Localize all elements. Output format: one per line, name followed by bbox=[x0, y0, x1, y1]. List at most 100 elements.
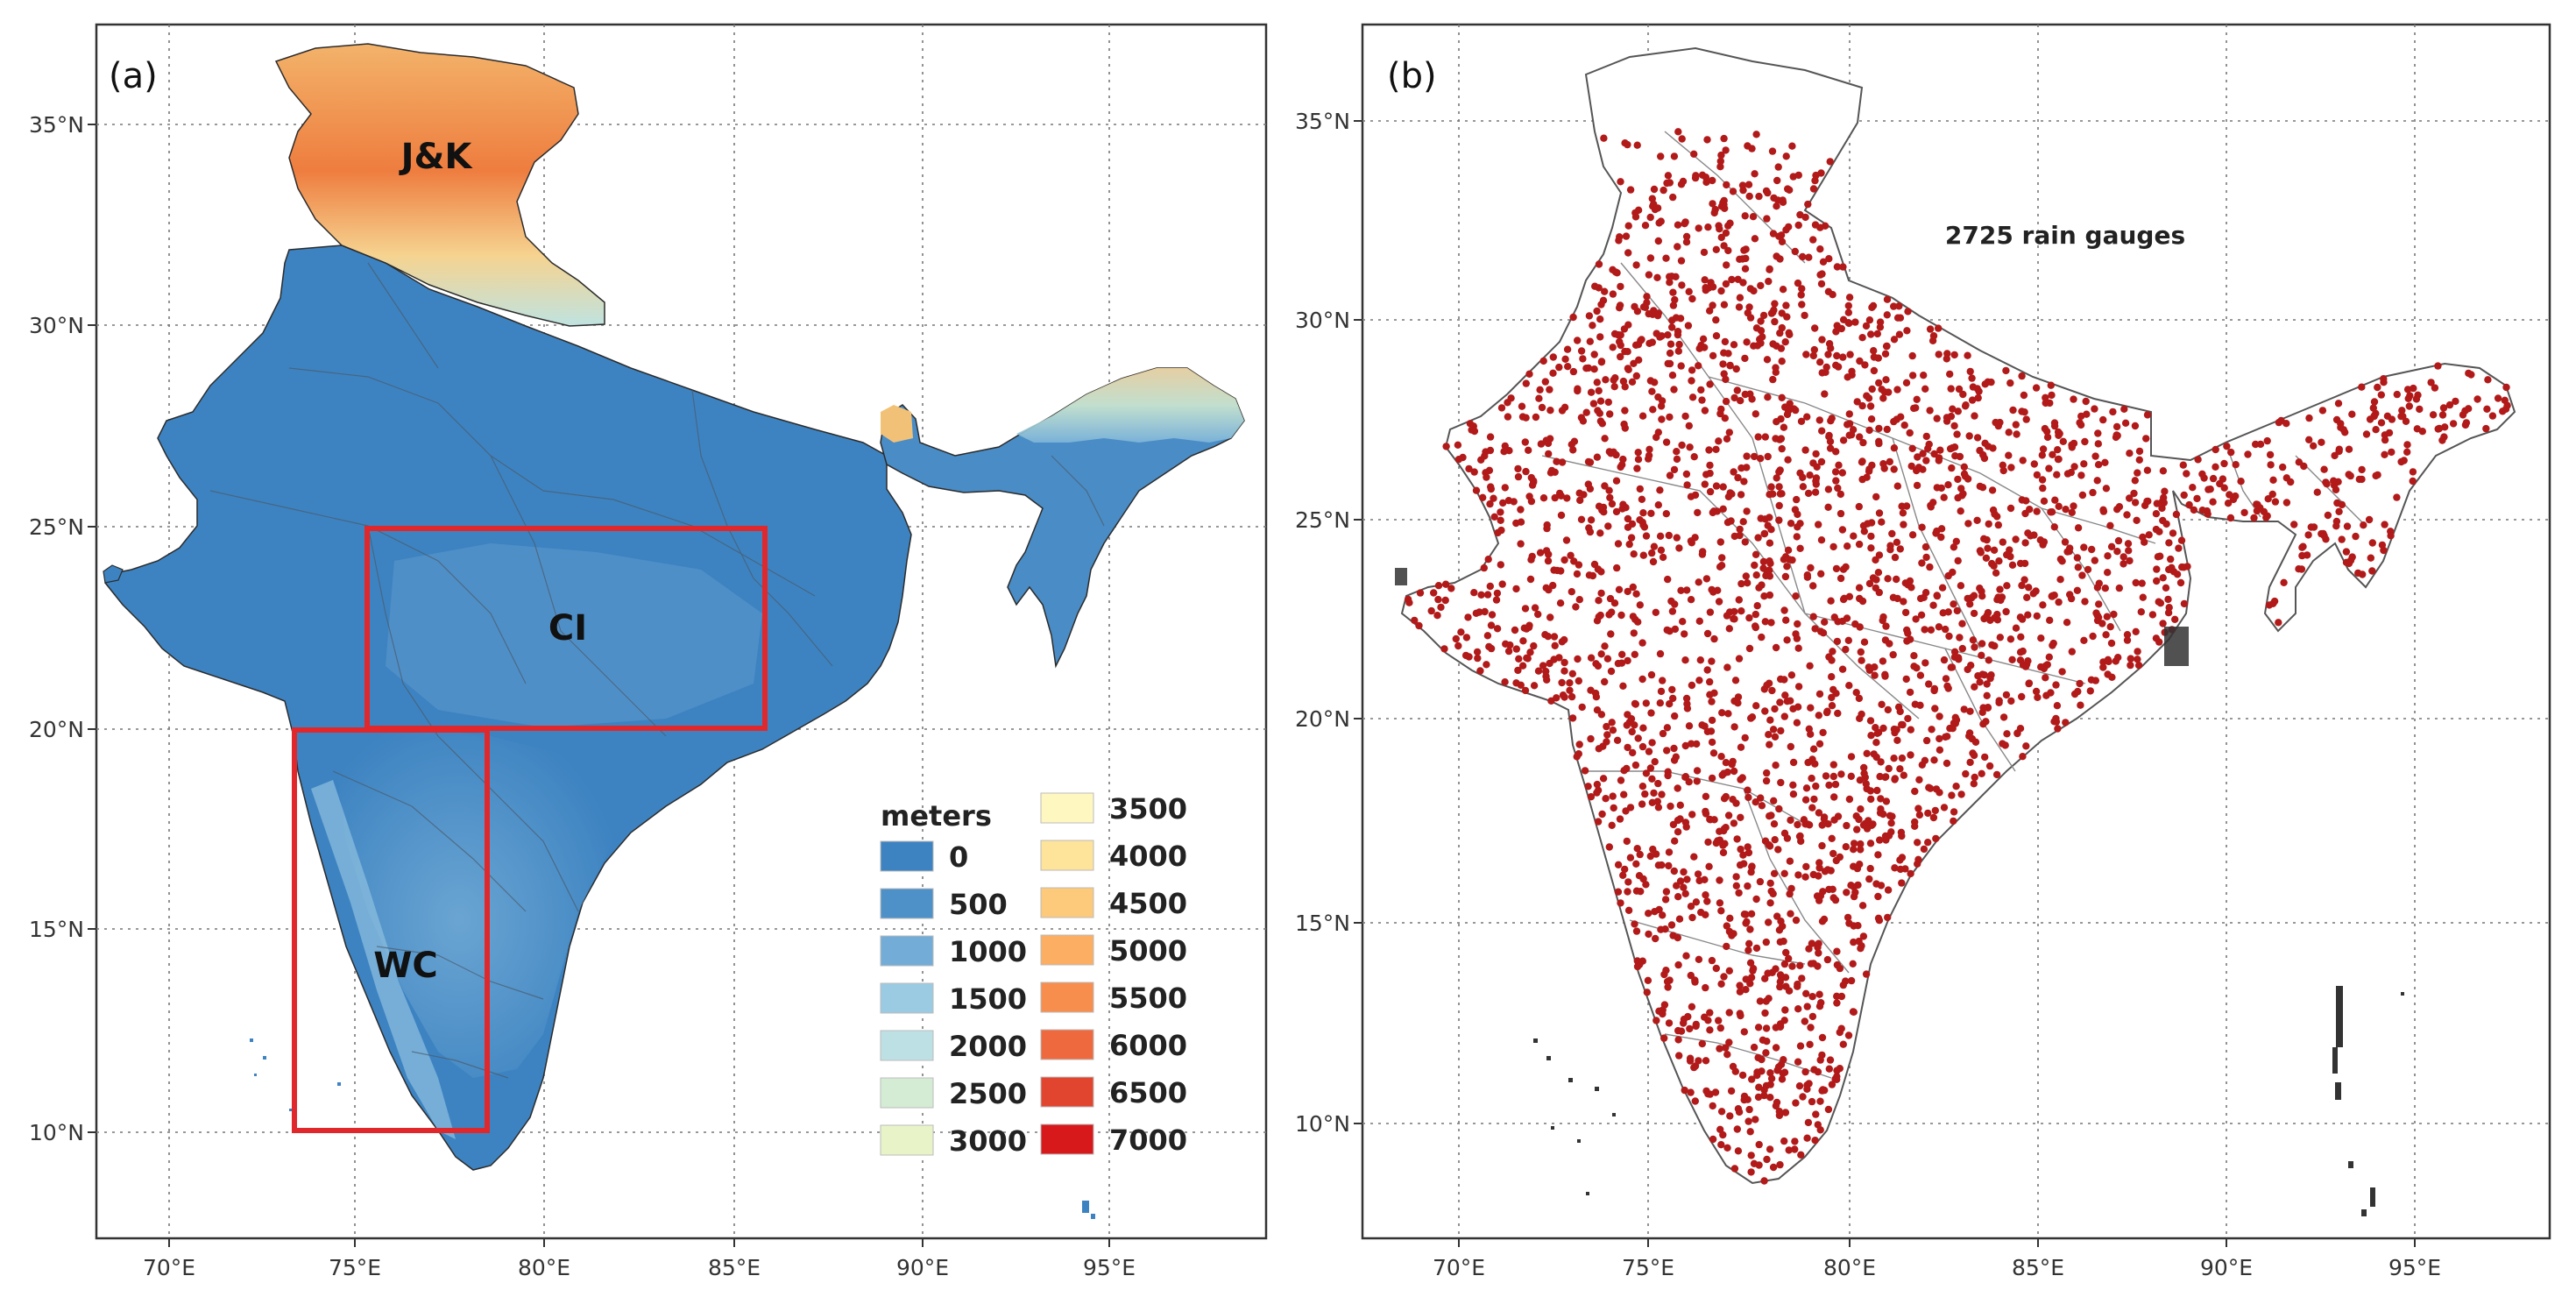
rain-gauge-point bbox=[1829, 542, 1837, 551]
rain-gauge-point bbox=[2094, 461, 2103, 469]
rain-gauge-point bbox=[1844, 1031, 1853, 1039]
rain-gauge-point bbox=[2250, 514, 2258, 522]
rain-gauge-point bbox=[1723, 922, 1731, 930]
rain-gauge-point bbox=[1789, 705, 1797, 712]
rain-gauge-point bbox=[1549, 369, 1557, 377]
panel-a-x-axis: 70°E 75°E 80°E 85°E 90°E 95°E bbox=[143, 1238, 1136, 1280]
rain-gauge-point bbox=[1796, 544, 1804, 552]
rain-gauge-point bbox=[1614, 888, 1623, 896]
rain-gauge-point bbox=[1952, 537, 1960, 545]
rain-gauge-point bbox=[2409, 468, 2417, 476]
rain-gauge-point bbox=[1858, 457, 1866, 465]
rain-gauge-point bbox=[1665, 531, 1674, 540]
rain-gauge-point bbox=[1788, 556, 1796, 564]
rain-gauge-point bbox=[1656, 699, 1665, 707]
rain-gauge-point bbox=[1630, 550, 1638, 558]
rain-gauge-point bbox=[1550, 633, 1559, 641]
rain-gauge-point bbox=[1976, 585, 1984, 592]
rain-gauge-point bbox=[1781, 338, 1789, 346]
rain-gauge-point bbox=[1687, 1088, 1695, 1096]
rain-gauge-point bbox=[1797, 417, 1806, 425]
rain-gauge-point bbox=[1866, 787, 1875, 795]
rain-gauge-point bbox=[1613, 736, 1622, 744]
rain-gauge-point bbox=[2263, 436, 2271, 445]
rain-gauge-point bbox=[1638, 495, 1646, 503]
rain-gauge-point bbox=[1581, 767, 1589, 775]
rain-gauge-point bbox=[1958, 620, 1966, 627]
rain-gauge-point bbox=[2099, 506, 2107, 514]
rain-gauge-point bbox=[2262, 514, 2270, 521]
rain-gauge-point bbox=[1780, 829, 1789, 837]
rain-gauge-point bbox=[2445, 400, 2454, 409]
rain-gauge-point bbox=[1562, 536, 1571, 544]
rain-gauge-point bbox=[1757, 317, 1765, 325]
rain-gauge-point bbox=[2039, 445, 2048, 453]
rain-gauge-point bbox=[2185, 500, 2193, 509]
rain-gauge-point bbox=[1815, 712, 1822, 719]
rain-gauge-point bbox=[1570, 437, 1579, 445]
rain-gauge-point bbox=[1898, 832, 1906, 840]
rain-gauge-point bbox=[1926, 325, 1935, 333]
rain-gauge-point bbox=[2219, 475, 2227, 483]
gauge-count-annotation: 2725 rain gauges bbox=[1945, 221, 2185, 250]
rain-gauge-point bbox=[1834, 709, 1842, 718]
rain-gauge-point bbox=[1673, 448, 1681, 456]
rain-gauge-point bbox=[1808, 1097, 1816, 1106]
rain-gauge-point bbox=[1517, 540, 1525, 548]
rain-gauge-point bbox=[1609, 290, 1617, 298]
rain-gauge-point bbox=[1499, 499, 1507, 507]
rain-gauge-point bbox=[1492, 596, 1501, 604]
rain-gauge-point bbox=[1654, 237, 1663, 245]
rain-gauge-point bbox=[1765, 679, 1773, 687]
rain-gauge-point bbox=[2220, 459, 2228, 468]
rain-gauge-point bbox=[2167, 555, 2175, 563]
rain-gauge-point bbox=[2108, 673, 2116, 681]
rain-gauge-point bbox=[2068, 441, 2076, 449]
rain-gauge-point bbox=[1636, 850, 1644, 859]
rain-gauge-point bbox=[2240, 508, 2248, 517]
rain-gauge-point bbox=[2155, 528, 2163, 535]
rain-gauge-point bbox=[1953, 430, 1961, 438]
rain-gauge-point bbox=[2402, 417, 2410, 425]
rain-gauge-point bbox=[2032, 687, 2041, 696]
rain-gauge-point bbox=[1634, 734, 1642, 742]
rain-gauge-point bbox=[1911, 787, 1919, 796]
rain-gauge-point bbox=[1616, 337, 1624, 346]
rain-gauge-point bbox=[2200, 474, 2208, 482]
legend-item-label: 4500 bbox=[1109, 887, 1187, 920]
rain-gauge-point bbox=[2068, 648, 2076, 656]
rain-gauge-point bbox=[1575, 561, 1583, 569]
rain-gauge-point bbox=[1678, 441, 1686, 450]
rain-gauge-point bbox=[2016, 649, 2025, 656]
rain-gauge-point bbox=[1745, 939, 1753, 948]
rain-gauge-point bbox=[2318, 529, 2325, 538]
rain-gauge-point bbox=[2070, 395, 2077, 403]
rain-gauge-point bbox=[1828, 834, 1836, 842]
rain-gauge-point bbox=[1620, 790, 1628, 798]
rain-gauge-point bbox=[1650, 542, 1659, 550]
rain-gauge-point bbox=[1877, 758, 1885, 766]
rain-gauge-point bbox=[1767, 1074, 1776, 1082]
rain-gauge-point bbox=[2042, 399, 2049, 408]
rain-gauge-point bbox=[1786, 400, 1794, 408]
rain-gauge-point bbox=[1792, 1099, 1800, 1107]
rain-gauge-point bbox=[1627, 534, 1636, 542]
rain-gauge-point bbox=[1862, 322, 1871, 330]
y-tick-label: 25°N bbox=[1295, 507, 1350, 533]
rain-gauge-point bbox=[2162, 520, 2170, 528]
rain-gauge-point bbox=[1681, 773, 1690, 781]
rain-gauge-point bbox=[1908, 372, 1917, 379]
rain-gauge-point bbox=[2013, 430, 2020, 438]
rain-gauge-point bbox=[1807, 704, 1815, 712]
rain-gauge-point bbox=[1610, 383, 1618, 391]
x-tick-label: 85°E bbox=[2012, 1255, 2064, 1280]
rain-gauge-point bbox=[1671, 625, 1680, 634]
rain-gauge-point bbox=[1924, 444, 1932, 453]
rain-gauge-point bbox=[1985, 656, 1992, 664]
rain-gauge-point bbox=[1674, 893, 1682, 901]
rain-gauge-point bbox=[1772, 643, 1780, 652]
rain-gauge-point bbox=[1709, 200, 1716, 208]
rain-gauge-point bbox=[1817, 457, 1826, 466]
rain-gauge-point bbox=[1913, 481, 1921, 490]
rain-gauge-point bbox=[2113, 548, 2121, 556]
